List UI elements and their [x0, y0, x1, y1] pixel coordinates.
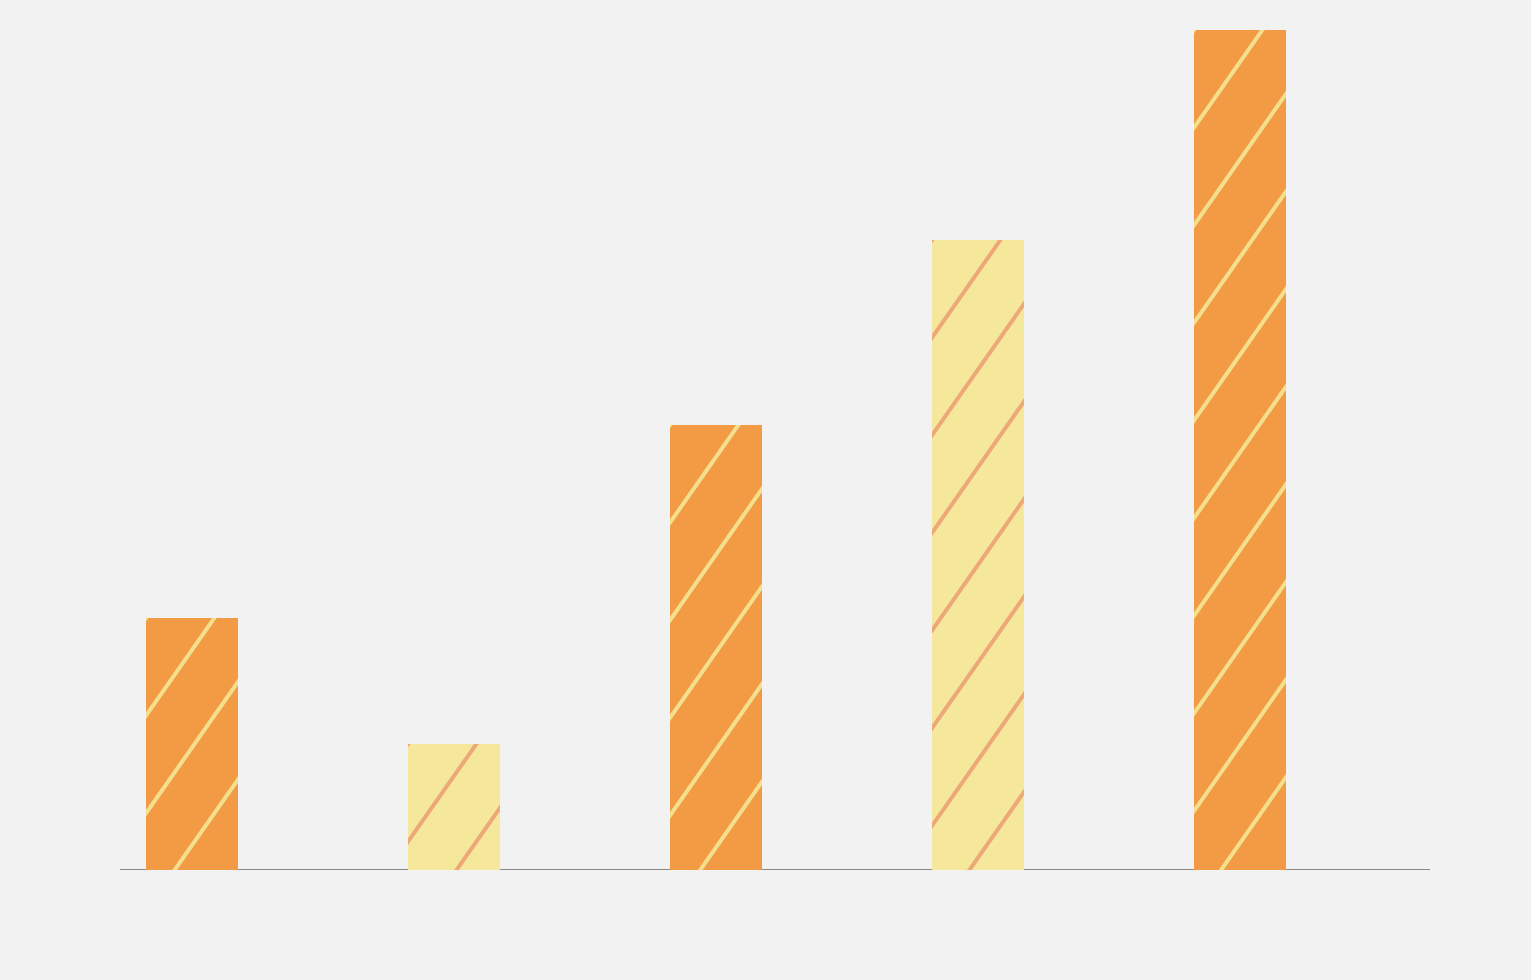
bar-stripes [1194, 30, 1286, 870]
bar-4 [932, 240, 1024, 870]
bar-stripes [670, 425, 762, 870]
plot-area [120, 30, 1430, 870]
bar-3 [670, 425, 762, 870]
bar-2 [408, 744, 500, 870]
bar-5 [1194, 30, 1286, 870]
bar-stripes [146, 618, 238, 870]
bar-1 [146, 618, 238, 870]
bar-stripes [932, 240, 1024, 870]
bar-stripes [408, 744, 500, 870]
chart-canvas [0, 0, 1531, 980]
